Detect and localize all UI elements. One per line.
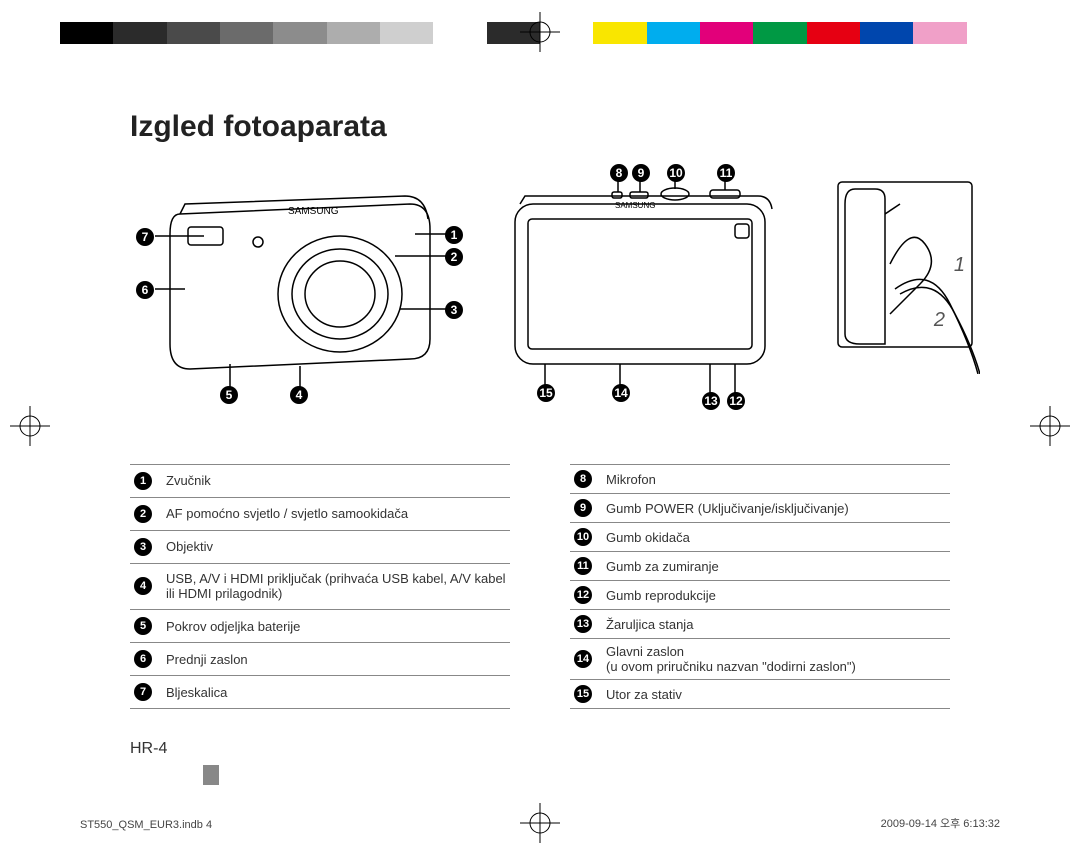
color-swatch (380, 22, 433, 44)
callout-3: 3 (445, 301, 463, 319)
legend-text: USB, A/V i HDMI priključak (prihvaća USB… (162, 563, 510, 610)
color-swatch (967, 22, 1020, 44)
legend-text: Gumb za zumiranje (602, 552, 950, 581)
color-swatch (220, 22, 273, 44)
color-swatch (753, 22, 806, 44)
legend-row: 13 Žaruljica stanja (570, 610, 950, 639)
legend-row: 4 USB, A/V i HDMI priključak (prihvaća US… (130, 563, 510, 610)
legend-text: Žaruljica stanja (602, 610, 950, 639)
color-swatch (273, 22, 326, 44)
legend-number: 3 (134, 538, 152, 556)
legend-row: 7 Bljeskalica (130, 676, 510, 709)
strap-step-1: 1 (954, 254, 965, 277)
legend-text: Zvučnik (162, 465, 510, 498)
footer-timestamp: 2009-09-14 오후 6:13:32 (881, 815, 1000, 831)
crop-mark-left (10, 406, 50, 446)
page-number: HR-4 (130, 740, 167, 758)
legend-text: Mikrofon (602, 465, 950, 494)
color-swatch (913, 22, 966, 44)
legend-number: 14 (574, 650, 592, 668)
legend-number: 4 (134, 577, 152, 595)
callout-9: 9 (632, 164, 650, 182)
callout-14: 14 (612, 384, 630, 402)
legend-row: 10 Gumb okidača (570, 523, 950, 552)
camera-front-figure: SAMSUNG 1 2 3 4 5 6 7 (130, 174, 460, 404)
callout-15: 15 (537, 384, 555, 402)
camera-back-drawing: SAMSUNG (500, 174, 790, 404)
legend-number: 1 (134, 472, 152, 490)
legend-text: Utor za stativ (602, 680, 950, 709)
camera-back-figure: SAMSUNG 8 9 10 11 12 13 14 15 (500, 174, 790, 404)
svg-text:SAMSUNG: SAMSUNG (288, 206, 339, 217)
legend-row: 8 Mikrofon (570, 465, 950, 494)
legend-table-right: 8 Mikrofon 9 Gumb POWER (Uključivanje/isklj… (570, 464, 950, 709)
camera-front-drawing: SAMSUNG (130, 174, 460, 404)
legend-row: 14 Glavni zaslon (u ovom priručniku nazva… (570, 639, 950, 680)
legend-number: 10 (574, 528, 592, 546)
legend-number: 13 (574, 615, 592, 633)
page-title: Izgled fotoaparata (130, 110, 950, 144)
color-swatch (167, 22, 220, 44)
color-swatch (327, 22, 380, 44)
color-swatch (647, 22, 700, 44)
callout-8: 8 (610, 164, 628, 182)
camera-figures: SAMSUNG 1 2 3 4 5 6 7 (130, 174, 950, 404)
legend-row: 2 AF pomoćno svjetlo / svjetlo samookidač… (130, 497, 510, 530)
legend-text: Pokrov odjeljka baterije (162, 610, 510, 643)
legend-text: AF pomoćno svjetlo / svjetlo samookidača (162, 497, 510, 530)
legend-text: Gumb POWER (Uključivanje/isključivanje) (602, 494, 950, 523)
callout-5: 5 (220, 386, 238, 404)
legend-row: 12 Gumb reprodukcije (570, 581, 950, 610)
camera-strap-figure: 1 2 (830, 174, 980, 374)
color-swatch (60, 22, 113, 44)
legend-number: 7 (134, 683, 152, 701)
legend-row: 11 Gumb za zumiranje (570, 552, 950, 581)
legend-row: 9 Gumb POWER (Uključivanje/isključivanje) (570, 494, 950, 523)
crop-mark-top (520, 12, 560, 52)
legend-number: 2 (134, 505, 152, 523)
legend-number: 8 (574, 470, 592, 488)
legend-text: Bljeskalica (162, 676, 510, 709)
color-swatch (700, 22, 753, 44)
color-swatch (433, 22, 486, 44)
callout-10: 10 (667, 164, 685, 182)
legend-number: 9 (574, 499, 592, 517)
legend-row: 1 Zvučnik (130, 465, 510, 498)
legend-number: 15 (574, 685, 592, 703)
legend-tables: 1 Zvučnik 2 AF pomoćno svjetlo / svjetlo sa… (130, 464, 950, 709)
callout-13: 13 (702, 392, 720, 410)
callout-7: 7 (136, 228, 154, 246)
legend-text: Gumb okidača (602, 523, 950, 552)
legend-row: 15 Utor za stativ (570, 680, 950, 709)
legend-text: Objektiv (162, 530, 510, 563)
crop-mark-bottom (520, 803, 560, 843)
callout-2: 2 (445, 248, 463, 266)
legend-text: Prednji zaslon (162, 643, 510, 676)
page-content: Izgled fotoaparata SAMSUNG (130, 100, 950, 709)
color-swatch (113, 22, 166, 44)
legend-text: Glavni zaslon (u ovom priručniku nazvan … (602, 639, 950, 680)
callout-11: 11 (717, 164, 735, 182)
legend-row: 5 Pokrov odjeljka baterije (130, 610, 510, 643)
legend-number: 5 (134, 617, 152, 635)
footer-filename: ST550_QSM_EUR3.indb 4 (80, 819, 212, 831)
legend-text: Gumb reprodukcije (602, 581, 950, 610)
color-swatch (860, 22, 913, 44)
legend-number: 12 (574, 586, 592, 604)
callout-12: 12 (727, 392, 745, 410)
svg-text:SAMSUNG: SAMSUNG (615, 201, 655, 210)
page-tab-marker (203, 765, 219, 785)
callout-4: 4 (290, 386, 308, 404)
legend-row: 6 Prednji zaslon (130, 643, 510, 676)
callout-1: 1 (445, 226, 463, 244)
legend-row: 3 Objektiv (130, 530, 510, 563)
strap-step-2: 2 (934, 309, 945, 332)
legend-number: 11 (574, 557, 592, 575)
legend-table-left: 1 Zvučnik 2 AF pomoćno svjetlo / svjetlo sa… (130, 464, 510, 709)
crop-mark-right (1030, 406, 1070, 446)
legend-number: 6 (134, 650, 152, 668)
color-swatch (807, 22, 860, 44)
callout-6: 6 (136, 281, 154, 299)
color-swatch (593, 22, 646, 44)
